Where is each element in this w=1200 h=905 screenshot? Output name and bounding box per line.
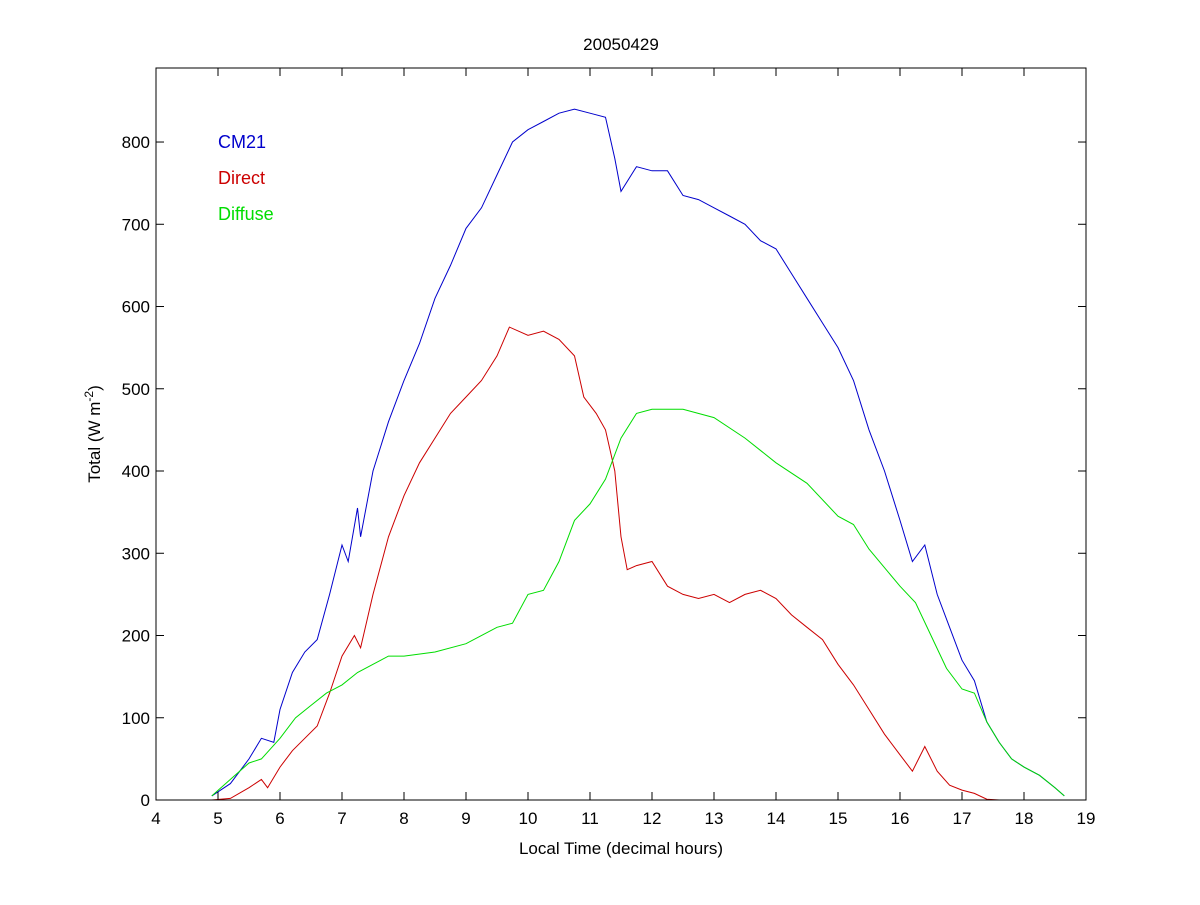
y-tick-label: 300 [122,544,150,563]
y-tick-label: 0 [141,791,150,810]
x-axis-label: Local Time (decimal hours) [519,839,723,858]
x-tick-label: 8 [399,809,408,828]
series-line-direct [211,326,1000,801]
axis-ticks: 4 5 6 7 8 9 10 11 12 13 14 15 16 17 18 19 0 100 200 300 400 5… [122,68,1096,828]
x-tick-label: 19 [1077,809,1096,828]
x-tick-label: 14 [767,809,786,828]
x-tick-label: 13 [705,809,724,828]
legend: CM21 Direct Diffuse [218,132,274,224]
x-tick-label: 11 [581,809,599,828]
legend-item-cm21: CM21 [218,132,266,152]
x-tick-label: 9 [461,809,470,828]
legend-item-direct: Direct [218,168,265,188]
chart-title: 20050429 [583,35,659,54]
x-tick-label: 6 [275,809,284,828]
y-tick-label: 600 [122,298,150,317]
x-tick-label: 5 [213,809,222,828]
x-tick-label: 10 [519,809,538,828]
y-tick-label: 100 [122,709,150,728]
y-axis-label: Total (W m-2) [82,385,104,483]
y-tick-label: 800 [122,133,150,152]
x-tick-label: 7 [337,809,346,828]
x-tick-label: 16 [891,809,910,828]
series-layer [211,108,1065,801]
x-tick-label: 15 [829,809,848,828]
legend-item-diffuse: Diffuse [218,204,274,224]
series-line-cm21 [211,108,1065,797]
y-tick-label: 500 [122,380,150,399]
x-tick-label: 12 [643,809,662,828]
x-tick-label: 18 [1015,809,1034,828]
plot-area-frame [155,67,1087,801]
y-tick-label: 200 [122,627,150,646]
x-tick-label: 17 [953,809,972,828]
y-tick-label: 700 [122,215,150,234]
series-line-diffuse [211,408,1065,797]
x-tick-label: 4 [151,809,160,828]
y-tick-label: 400 [122,462,150,481]
